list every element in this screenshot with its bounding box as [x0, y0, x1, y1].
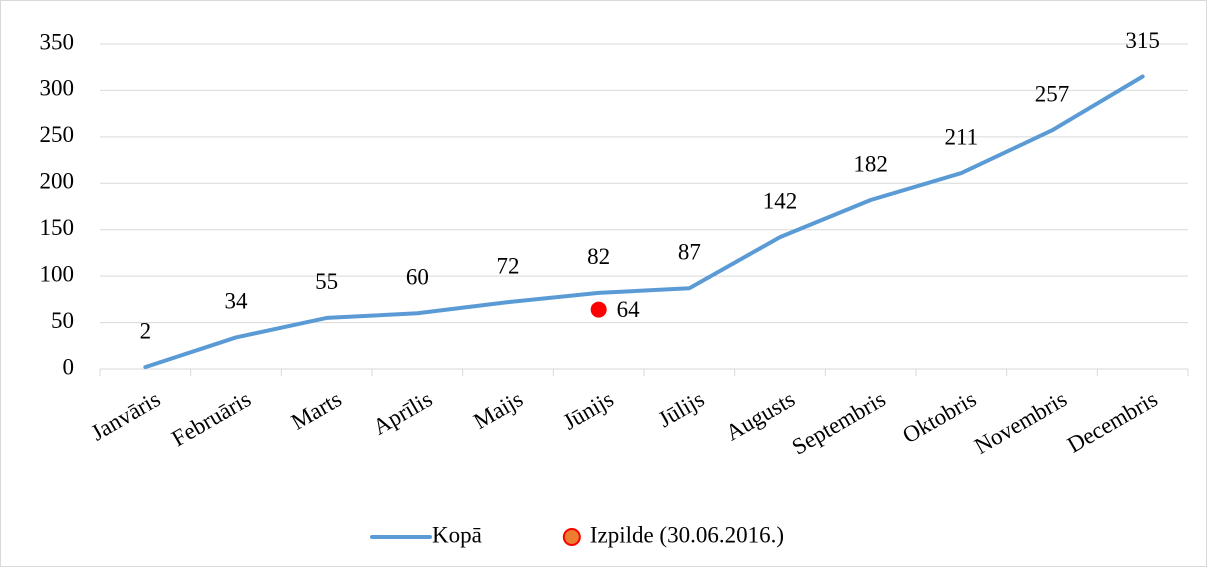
y-tick-label: 150 — [40, 215, 75, 240]
y-tick-label: 300 — [40, 76, 75, 101]
data-label: 257 — [1035, 82, 1070, 107]
data-label: 2 — [140, 318, 152, 343]
data-label: 34 — [225, 289, 249, 314]
data-label: 211 — [945, 124, 979, 149]
data-label: 87 — [678, 239, 701, 264]
legend-label: Kopā — [432, 522, 482, 547]
point — [590, 301, 607, 318]
y-tick-label: 200 — [40, 169, 75, 194]
data-label: 82 — [587, 244, 610, 269]
y-tick-label: 100 — [40, 261, 75, 286]
legend-label: Izpilde (30.06.2016.) — [590, 522, 784, 547]
data-label: 64 — [617, 297, 641, 322]
line — [143, 74, 1145, 370]
y-tick-label: 0 — [63, 354, 75, 379]
y-tick-label: 50 — [51, 308, 74, 333]
data-label: 315 — [1125, 28, 1160, 53]
data-label: 142 — [763, 188, 798, 213]
legend: Kopā Izpilde (30.06.2016.) — [370, 522, 784, 547]
data-label: 55 — [315, 269, 338, 294]
legend-marker — [562, 528, 581, 546]
data-label: 72 — [497, 253, 520, 278]
data-label: 60 — [406, 265, 429, 290]
y-tick-label: 350 — [40, 29, 75, 54]
y-tick-label: 250 — [40, 122, 75, 147]
data-label: 182 — [853, 151, 888, 176]
